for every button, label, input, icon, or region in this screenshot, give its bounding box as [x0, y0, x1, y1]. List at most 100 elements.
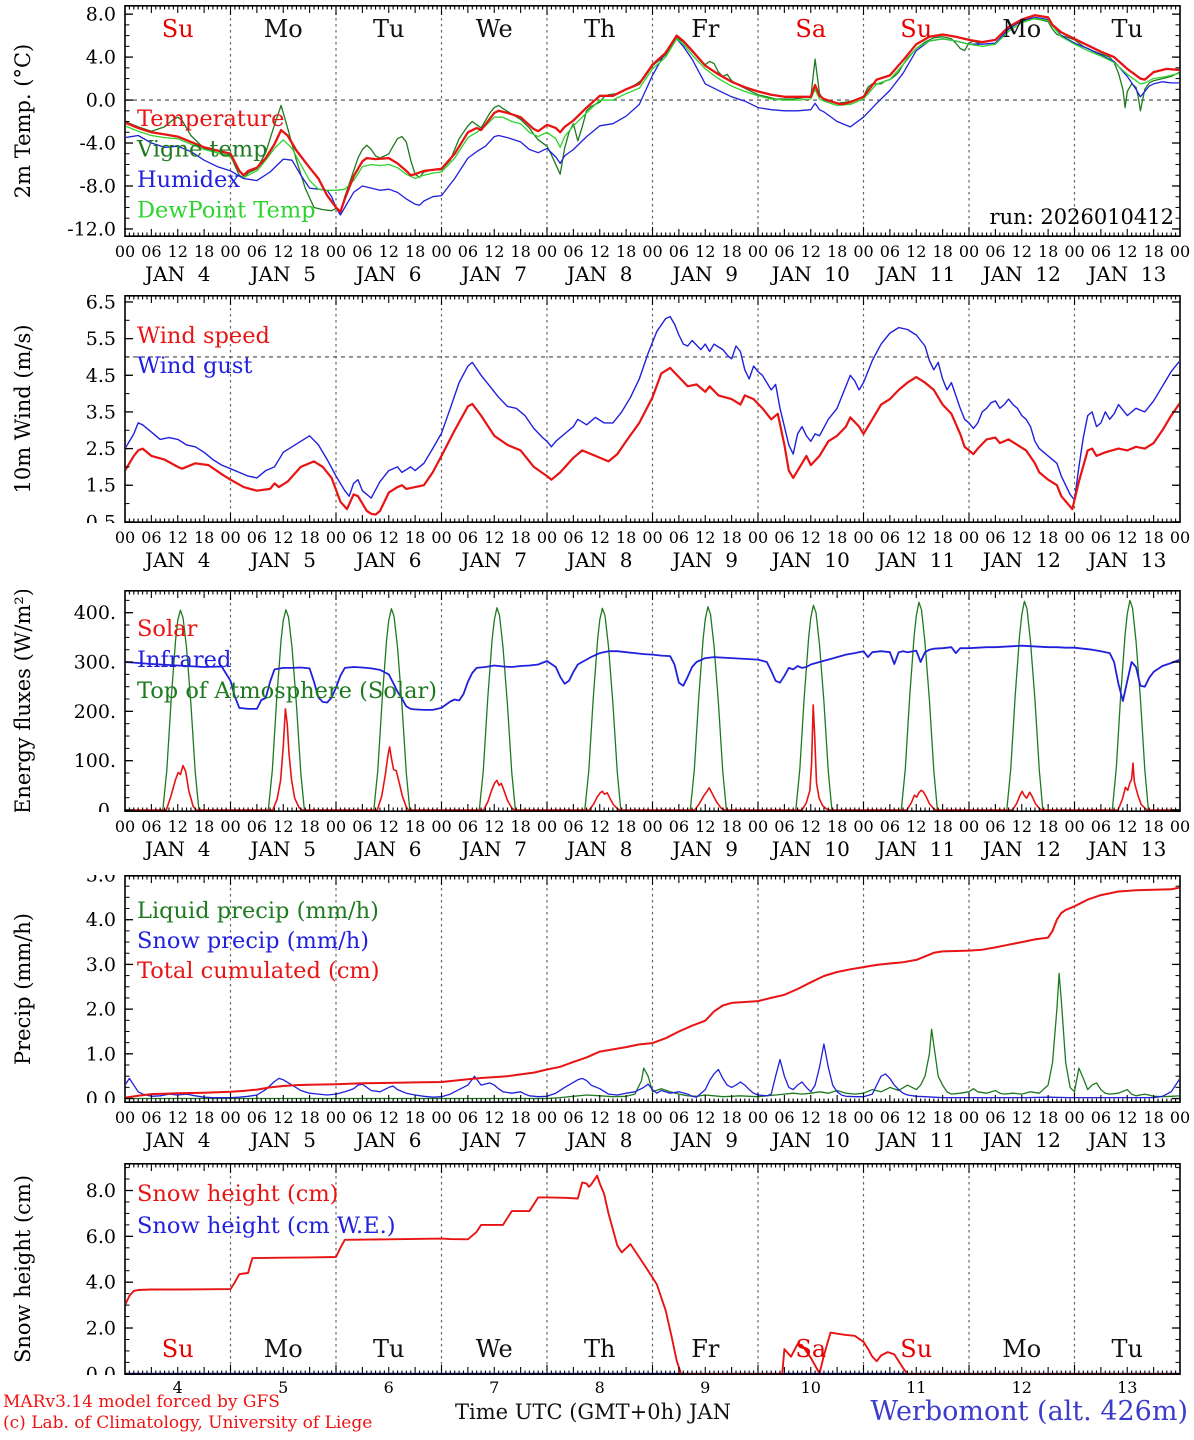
hour-label: 00	[431, 817, 451, 836]
day-name-label: Sa	[795, 15, 826, 43]
y-tick-label: 100.	[74, 750, 116, 772]
date-label: JAN 7	[460, 548, 527, 572]
day-number-label: 11	[906, 1378, 926, 1397]
hour-label: 12	[1117, 242, 1137, 261]
hour-label: 06	[458, 817, 478, 836]
day-number-label: 12	[1012, 1378, 1032, 1397]
hour-label: 18	[1143, 528, 1163, 547]
hour-label: 00	[853, 1108, 873, 1127]
series-infrared	[126, 644, 1179, 711]
hour-label: 18	[1143, 1108, 1163, 1127]
day-name-label: Mo	[264, 1335, 303, 1363]
hour-label: 00	[326, 242, 346, 261]
hour-label: 12	[484, 528, 504, 547]
hour-label: 06	[1091, 242, 1111, 261]
hour-label: 00	[431, 242, 451, 261]
legend-temperature-1: Vigne temp	[136, 137, 268, 163]
hour-label: 18	[194, 817, 214, 836]
hour-label: 00	[326, 528, 346, 547]
hour-label: 00	[853, 242, 873, 261]
date-label: JAN 6	[354, 1128, 421, 1152]
y-tick-label: 4.0	[86, 909, 116, 931]
hour-label: 18	[405, 528, 425, 547]
day-name-label: Mo	[264, 15, 303, 43]
y-tick-label: -8.0	[79, 175, 116, 197]
hour-label: 18	[616, 242, 636, 261]
hour-label: 12	[590, 817, 610, 836]
axis-strip-svg: 4 5 6 7 8 9 10 11 12 13	[173, 1378, 1138, 1397]
legend-wind-0: Wind speed	[137, 323, 270, 349]
hour-label: 06	[774, 528, 794, 547]
day-name-label: We	[476, 1335, 513, 1363]
legend-energy-2: Top of Atmosphere (Solar)	[137, 678, 437, 704]
hour-label: 12	[484, 1108, 504, 1127]
model-credit: MARv3.14 model forced by GFS (c) Lab. of…	[3, 1392, 372, 1434]
date-label: JAN 12	[981, 262, 1061, 286]
legend-temperature-2: Humidex	[137, 167, 240, 193]
legend-temperature-0: Temperature	[137, 106, 284, 132]
hour-label: 06	[669, 528, 689, 547]
hour-label: 18	[510, 242, 530, 261]
hour-label: 00	[853, 817, 873, 836]
y-axis-title: 10m Wind (m/s)	[11, 324, 35, 493]
hour-label: 00	[431, 1108, 451, 1127]
date-label: JAN 9	[671, 548, 738, 572]
hour-label: 12	[379, 817, 399, 836]
hour-label: 12	[590, 528, 610, 547]
station-label: Werbomont (alt. 426m)	[870, 1396, 1188, 1427]
day-name-label: Fr	[691, 1335, 720, 1363]
y-tick-label: 0.0	[86, 1088, 116, 1103]
hour-label: 00	[642, 817, 662, 836]
day-name-label: Tu	[373, 1335, 404, 1363]
hour-label: 06	[458, 242, 478, 261]
hour-label: 06	[985, 242, 1005, 261]
date-label: JAN 10	[770, 548, 850, 572]
day-number-label: 5	[278, 1378, 288, 1397]
hour-label: 06	[985, 1108, 1005, 1127]
hour-label: 06	[141, 1108, 161, 1127]
hour-label: 06	[669, 242, 689, 261]
hour-label: 06	[1091, 817, 1111, 836]
hour-label: 18	[299, 817, 319, 836]
hour-label: 00	[220, 1108, 240, 1127]
date-label: JAN 11	[875, 1128, 955, 1152]
hour-label: 12	[695, 817, 715, 836]
y-tick-label: 6.0	[86, 1226, 116, 1248]
date-label: JAN 7	[460, 837, 527, 861]
date-label: JAN 5	[249, 262, 316, 286]
day-name-label: Su	[900, 15, 932, 43]
hour-label: 06	[141, 528, 161, 547]
y-tick-label: 0.5	[86, 511, 116, 523]
hour-label: 00	[748, 817, 768, 836]
date-label: JAN 13	[1086, 548, 1166, 572]
date-label: JAN 10	[770, 1128, 850, 1152]
y-tick-label: 4.0	[86, 1272, 116, 1294]
date-label: JAN 11	[875, 548, 955, 572]
day-number-label: 10	[801, 1378, 821, 1397]
hour-label: 18	[194, 528, 214, 547]
hour-label: 00	[642, 242, 662, 261]
hour-label: 06	[141, 242, 161, 261]
hour-label: 18	[827, 528, 847, 547]
date-label: JAN 12	[981, 837, 1061, 861]
y-tick-label: 1.5	[86, 475, 116, 497]
hour-label: 12	[379, 242, 399, 261]
hour-label: 18	[194, 242, 214, 261]
y-tick-label: 8.0	[86, 5, 116, 26]
hour-label: 12	[590, 242, 610, 261]
day-name-label: Tu	[1112, 15, 1143, 43]
hour-label: 18	[1038, 1108, 1058, 1127]
day-name-label: Su	[162, 1335, 194, 1363]
hour-label: 18	[932, 817, 952, 836]
date-label: JAN 12	[981, 1128, 1061, 1152]
hour-label: 06	[352, 1108, 372, 1127]
hour-label: 00	[1170, 528, 1190, 547]
hour-label: 00	[853, 528, 873, 547]
y-tick-label: 300.	[74, 652, 116, 674]
y-tick-label: 0.0	[86, 1363, 116, 1375]
hour-label: 00	[1064, 817, 1084, 836]
hour-label: 12	[273, 528, 293, 547]
series-wind-gust	[126, 315, 1179, 501]
date-label: JAN 4	[143, 837, 210, 861]
hour-label: 18	[827, 1108, 847, 1127]
